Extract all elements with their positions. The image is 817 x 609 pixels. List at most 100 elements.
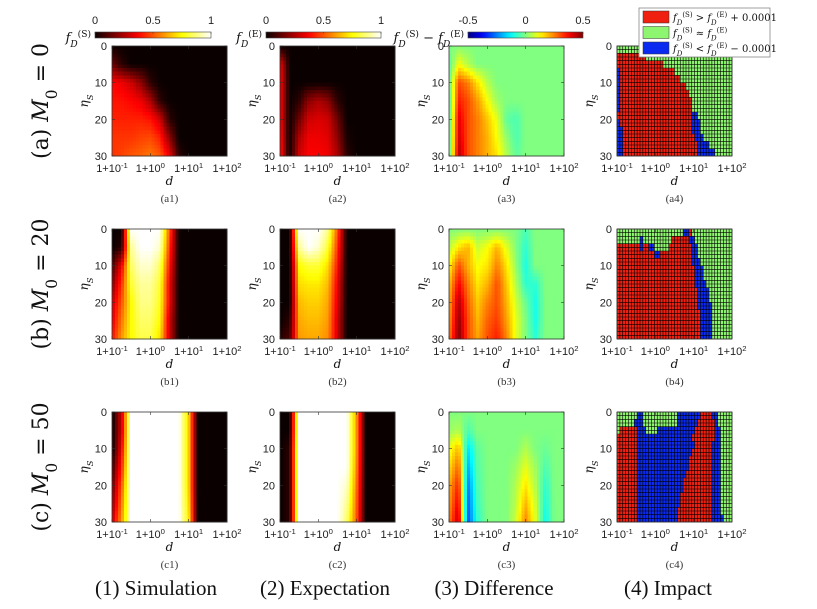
heat-cell: [491, 97, 495, 102]
heat-cell: [136, 115, 140, 120]
heat-cell: [280, 126, 284, 131]
heat-cell: [328, 82, 332, 87]
heat-cell: [163, 265, 167, 270]
heat-cell: [331, 101, 335, 106]
heat-cell: [193, 97, 198, 102]
heat-cell: [133, 276, 137, 281]
y-axis-label-part: S: [422, 94, 432, 100]
heat-cell: [280, 97, 284, 102]
heat-cell: [286, 60, 290, 65]
heat-cell: [527, 97, 532, 102]
heat-cell: [133, 60, 137, 65]
heat-cell: [560, 60, 565, 65]
heat-cell: [458, 108, 462, 113]
heat-cell: [310, 86, 314, 91]
heat-cell: [491, 145, 495, 150]
heat-cell: [142, 86, 146, 91]
heat-cell: [349, 64, 353, 69]
heat-cell: [208, 229, 213, 234]
heat-cell: [301, 126, 305, 131]
heat-cell: [166, 141, 170, 146]
heat-cell: [118, 130, 122, 135]
heat-cell: [199, 115, 204, 120]
heat-cell: [340, 68, 344, 73]
heat-cell: [181, 112, 185, 117]
heat-cell: [214, 243, 219, 248]
heat-cell: [220, 75, 225, 80]
heat-cell: [464, 64, 468, 69]
heat-cell: [286, 115, 290, 120]
heat-cell: [295, 79, 299, 84]
heat-cell: [148, 57, 152, 62]
heat-cell: [220, 134, 225, 139]
heat-cell: [548, 112, 553, 117]
heat-cell: [190, 247, 195, 252]
heat-cell: [211, 276, 216, 281]
heat-cell: [349, 97, 353, 102]
heat-cell: [115, 251, 119, 256]
heat-cell: [491, 93, 495, 98]
heat-cell: [160, 97, 164, 102]
heat-cell: [112, 295, 116, 300]
colorbar-label-part: (E): [248, 29, 262, 40]
heat-cell: [521, 134, 526, 139]
heat-cell: [458, 112, 462, 117]
heat-cell: [473, 93, 477, 98]
heat-cell: [533, 130, 538, 135]
heat-cell: [521, 137, 526, 142]
heat-cell: [325, 57, 329, 62]
heat-cell: [151, 93, 155, 98]
heat-cell: [178, 86, 182, 91]
heat-cell: [358, 49, 363, 54]
heat-cell: [512, 115, 516, 120]
heat-cell: [151, 130, 155, 135]
heat-cell: [449, 148, 453, 153]
heat-cell: [214, 251, 219, 256]
heat-cell: [560, 152, 565, 157]
heat-cell: [187, 46, 192, 51]
heat-cell: [488, 68, 492, 73]
heat-cell: [461, 60, 465, 65]
heat-cell: [160, 57, 164, 62]
heat-cell: [187, 280, 192, 285]
heat-cell: [458, 130, 462, 135]
x-tick-label: 1+100: [473, 161, 502, 176]
heat-cell: [187, 130, 192, 135]
heat-cell: [458, 137, 462, 142]
heat-cell: [163, 68, 167, 73]
heat-cell: [211, 90, 216, 95]
heat-cell: [349, 104, 353, 109]
heat-cell: [280, 46, 284, 51]
heat-cell: [373, 126, 378, 131]
heat-cell: [127, 112, 131, 117]
heat-cell: [376, 152, 381, 157]
heat-cell: [470, 71, 474, 76]
heat-cell: [331, 126, 335, 131]
heat-cell: [217, 258, 222, 263]
heat-cell: [334, 152, 338, 157]
heat-cell: [340, 97, 344, 102]
heat-cell: [124, 232, 128, 237]
heat-cell: [455, 108, 459, 113]
heat-cell: [187, 126, 192, 131]
heat-cell: [313, 104, 317, 109]
heat-cell: [340, 57, 344, 62]
heat-cell: [524, 137, 529, 142]
heat-cell: [280, 152, 284, 157]
heat-cell: [151, 236, 155, 241]
heat-cell: [136, 141, 140, 146]
heat-cell: [163, 247, 167, 252]
heat-cell: [319, 130, 323, 135]
heat-cell: [310, 101, 314, 106]
heat-cell: [154, 64, 158, 69]
heat-cell: [346, 126, 350, 131]
heat-cell: [542, 79, 547, 84]
heat-cell: [118, 262, 122, 267]
heat-cell: [190, 291, 195, 296]
heat-cell: [316, 82, 320, 87]
heat-cell: [175, 232, 179, 237]
heat-cell: [319, 68, 323, 73]
heat-cell: [178, 152, 182, 157]
heat-cell: [217, 79, 222, 84]
heat-cell: [154, 108, 158, 113]
